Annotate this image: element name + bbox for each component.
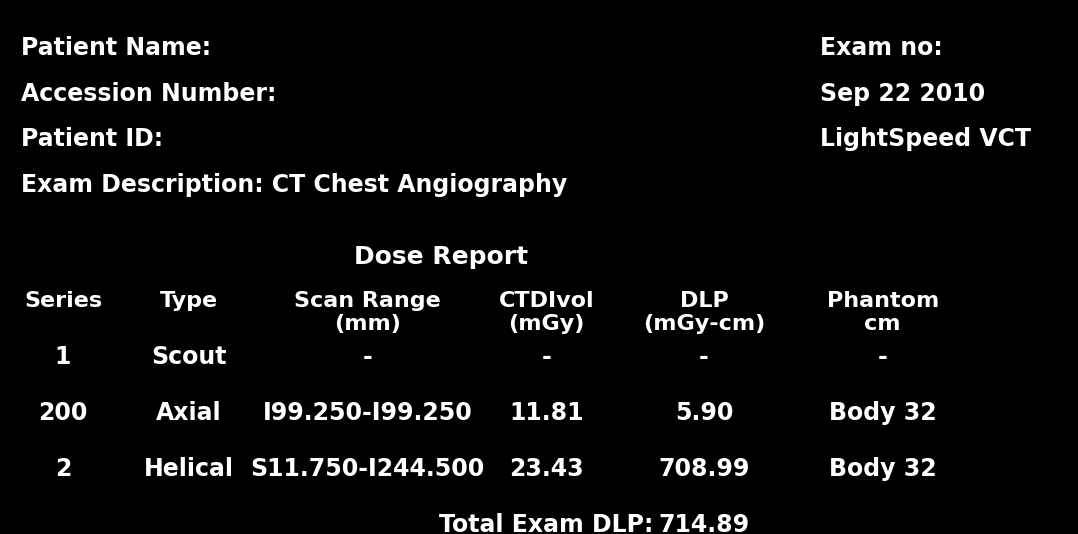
Text: Accession Number:: Accession Number:	[20, 82, 276, 106]
Text: Phantom
cm: Phantom cm	[827, 290, 939, 334]
Text: 1: 1	[55, 345, 71, 369]
Text: Exam no:: Exam no:	[819, 36, 942, 60]
Text: 708.99: 708.99	[659, 457, 749, 481]
Text: -: -	[877, 345, 887, 369]
Text: -: -	[541, 345, 551, 369]
Text: CTDIvol
(mGy): CTDIvol (mGy)	[499, 290, 594, 334]
Text: Type: Type	[160, 290, 218, 310]
Text: Scout: Scout	[151, 345, 226, 369]
Text: Exam Description: CT Chest Angiography: Exam Description: CT Chest Angiography	[20, 174, 567, 197]
Text: Series: Series	[24, 290, 102, 310]
Text: -: -	[700, 345, 709, 369]
Text: S11.750-I244.500: S11.750-I244.500	[251, 457, 485, 481]
Text: Dose Report: Dose Report	[355, 245, 528, 269]
Text: 23.43: 23.43	[509, 457, 583, 481]
Text: Body 32: Body 32	[829, 401, 937, 425]
Text: -: -	[363, 345, 373, 369]
Text: 200: 200	[39, 401, 87, 425]
Text: 2: 2	[55, 457, 71, 481]
Text: LightSpeed VCT: LightSpeed VCT	[819, 128, 1031, 152]
Text: 714.89: 714.89	[659, 513, 749, 534]
Text: Total Exam DLP:: Total Exam DLP:	[439, 513, 653, 534]
Text: 11.81: 11.81	[509, 401, 583, 425]
Text: Scan Range
(mm): Scan Range (mm)	[294, 290, 441, 334]
Text: I99.250-I99.250: I99.250-I99.250	[263, 401, 472, 425]
Text: Sep 22 2010: Sep 22 2010	[819, 82, 984, 106]
Text: DLP
(mGy-cm): DLP (mGy-cm)	[642, 290, 765, 334]
Text: Body 32: Body 32	[829, 457, 937, 481]
Text: Patient Name:: Patient Name:	[20, 36, 211, 60]
Text: Helical: Helical	[144, 457, 234, 481]
Text: 5.90: 5.90	[675, 401, 733, 425]
Text: Patient ID:: Patient ID:	[20, 128, 163, 152]
Text: Axial: Axial	[156, 401, 222, 425]
